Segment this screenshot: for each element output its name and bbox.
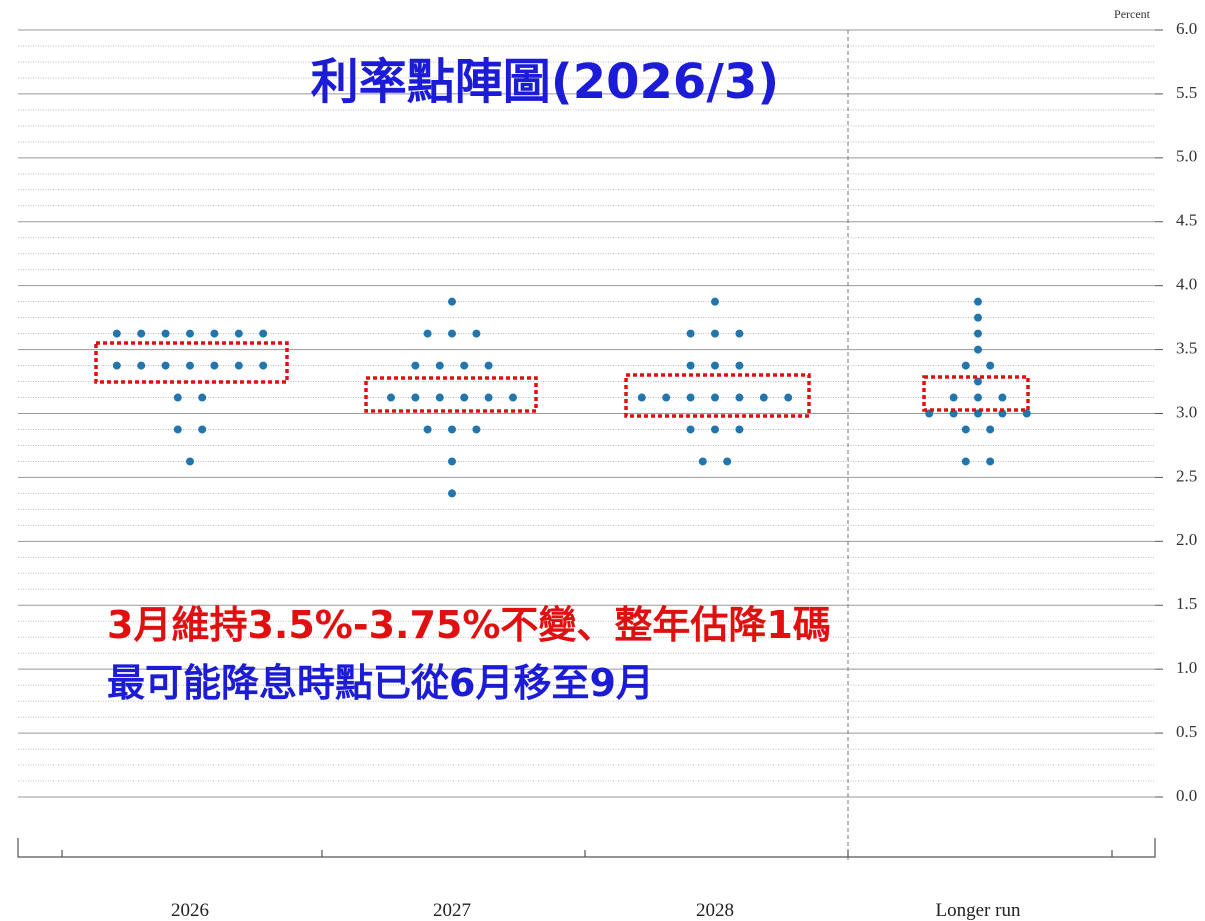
dot xyxy=(986,457,995,466)
dot xyxy=(711,425,719,434)
dot xyxy=(210,329,219,338)
dot xyxy=(509,393,517,402)
dot xyxy=(411,361,420,370)
dot xyxy=(986,361,995,370)
y-tick-label: 0.0 xyxy=(1176,786,1197,805)
dot xyxy=(686,361,695,370)
dot xyxy=(448,457,456,466)
y-tick-label: 5.5 xyxy=(1176,83,1197,102)
dot xyxy=(711,361,719,370)
dot xyxy=(759,393,768,402)
x-tick-label: 2028 xyxy=(696,900,734,921)
dot xyxy=(662,393,671,402)
dot xyxy=(711,329,719,338)
dot xyxy=(234,361,243,370)
dot xyxy=(137,361,146,370)
dot xyxy=(137,329,146,338)
dot xyxy=(460,361,469,370)
y-tick-label: 4.5 xyxy=(1176,211,1197,230)
dot xyxy=(161,361,170,370)
dot xyxy=(974,345,982,354)
dot xyxy=(198,393,207,402)
dot xyxy=(460,393,469,402)
dot xyxy=(723,457,732,466)
dot xyxy=(735,425,744,434)
y-axis-label: Percent xyxy=(1114,7,1151,21)
y-tick-label: 1.0 xyxy=(1176,658,1197,677)
x-tick-label: Longer run xyxy=(936,900,1021,921)
dot xyxy=(387,393,395,402)
dot xyxy=(411,393,420,402)
dot xyxy=(974,313,982,322)
dot xyxy=(686,329,695,338)
y-tick-label: 4.0 xyxy=(1176,275,1197,294)
y-tick-label: 3.5 xyxy=(1176,338,1197,357)
dot xyxy=(484,361,493,370)
dot xyxy=(435,393,444,402)
x-tick-label: 2027 xyxy=(433,900,471,921)
dot xyxy=(472,425,481,434)
y-tick-label: 3.0 xyxy=(1176,402,1197,421)
dot xyxy=(448,297,456,306)
dot xyxy=(686,393,695,402)
dot xyxy=(186,457,194,466)
y-tick-label: 2.0 xyxy=(1176,530,1197,549)
y-tick-label: 6.0 xyxy=(1176,19,1197,38)
dot xyxy=(986,425,995,434)
dot xyxy=(961,425,970,434)
dot xyxy=(186,329,194,338)
dot xyxy=(173,425,182,434)
dot xyxy=(423,425,432,434)
dot xyxy=(472,329,481,338)
dot xyxy=(161,329,170,338)
highlight-boxes xyxy=(94,341,1030,418)
dot xyxy=(961,457,970,466)
dot xyxy=(259,329,268,338)
dot xyxy=(484,393,493,402)
annotation: 最可能降息時點已從6月移至9月 xyxy=(107,661,654,705)
dot xyxy=(448,489,456,498)
annotation: 3月維持3.5%-3.75%不變、整年估降1碼 xyxy=(107,603,831,647)
dot xyxy=(949,393,958,402)
dot xyxy=(711,297,719,306)
dot xyxy=(234,329,243,338)
dot xyxy=(112,329,121,338)
y-tick-label: 1.5 xyxy=(1176,594,1197,613)
dot xyxy=(448,425,456,434)
dot xyxy=(974,329,982,338)
x-axis xyxy=(17,838,1156,858)
dot xyxy=(711,393,719,402)
x-tick-label: 2026 xyxy=(171,900,209,921)
y-tick-label: 5.0 xyxy=(1176,147,1197,166)
y-tick-label: 2.5 xyxy=(1176,466,1197,485)
grid xyxy=(18,29,1163,798)
dot xyxy=(974,297,982,306)
dot xyxy=(210,361,219,370)
dots xyxy=(112,297,1031,498)
dot xyxy=(974,377,982,386)
chart-title: 利率點陣圖(2026/3) xyxy=(311,54,779,110)
dot xyxy=(961,361,970,370)
dot xyxy=(637,393,646,402)
dot xyxy=(198,425,207,434)
dot xyxy=(686,425,695,434)
dot xyxy=(974,393,982,402)
dot xyxy=(735,393,744,402)
dot xyxy=(998,393,1007,402)
dot xyxy=(186,361,194,370)
dot xyxy=(735,329,744,338)
dot xyxy=(259,361,268,370)
y-tick-label: 0.5 xyxy=(1176,722,1197,741)
dot xyxy=(735,361,744,370)
dot xyxy=(423,329,432,338)
dot xyxy=(448,329,456,338)
dot xyxy=(112,361,121,370)
dot xyxy=(698,457,707,466)
dot xyxy=(784,393,793,402)
dot xyxy=(435,361,444,370)
dot xyxy=(173,393,182,402)
